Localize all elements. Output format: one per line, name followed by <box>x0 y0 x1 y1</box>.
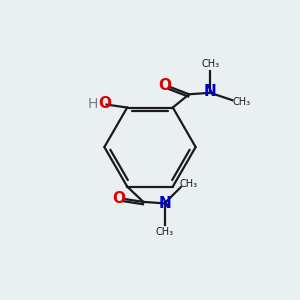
Text: O: O <box>112 191 125 206</box>
Text: CH₃: CH₃ <box>155 227 174 237</box>
Text: CH₃: CH₃ <box>233 97 251 106</box>
Text: O: O <box>99 97 112 112</box>
Text: N: N <box>204 84 217 99</box>
Text: H: H <box>87 97 98 111</box>
Text: CH₃: CH₃ <box>180 179 198 189</box>
Text: CH₃: CH₃ <box>201 59 219 69</box>
Text: N: N <box>158 196 171 211</box>
Text: O: O <box>158 78 171 93</box>
